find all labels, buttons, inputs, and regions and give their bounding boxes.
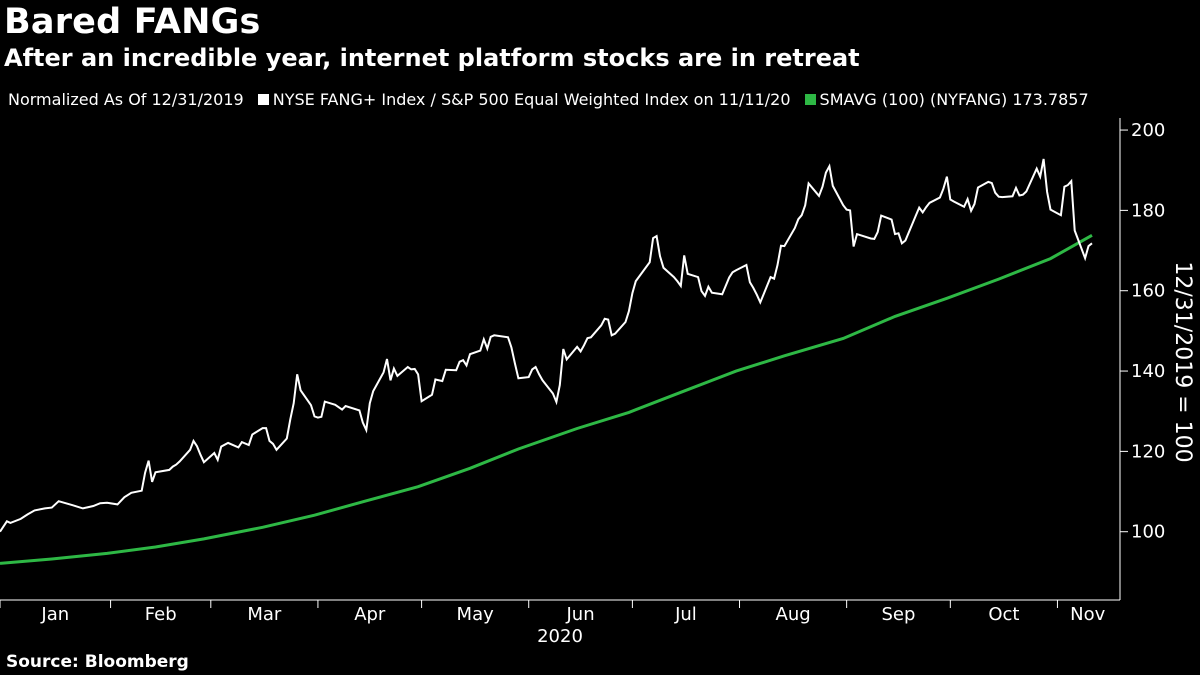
chart-axes: 100 120 140 160 180 200 Jan Feb Mar Apr May Jun Jul A… — [0, 118, 1165, 625]
series-line-index — [0, 158, 1093, 533]
x-tick-label: Apr — [354, 604, 386, 625]
chart-subtitle: After an incredible year, internet platf… — [4, 44, 860, 72]
y-tick-label: 180 — [1131, 200, 1165, 221]
legend-item-sma: SMAVG (100) (NYFANG) 173.7857 — [804, 90, 1089, 109]
y-tick-label: 140 — [1131, 361, 1165, 382]
x-tick-label: Jan — [40, 604, 69, 625]
x-tick-label: Jun — [565, 604, 594, 625]
legend-swatch-sma — [804, 94, 816, 105]
legend-swatch-index — [257, 94, 269, 105]
x-axis-year-label: 2020 — [537, 626, 583, 647]
y-tick-label: 200 — [1131, 120, 1165, 141]
legend-item-index: NYSE FANG+ Index / S&P 500 Equal Weighte… — [257, 90, 791, 109]
x-tick-label: Feb — [145, 604, 177, 625]
x-tick-label: Sep — [882, 604, 916, 625]
y-axis-title: 12/31/2019 = 100 — [1170, 261, 1195, 462]
x-tick-label: May — [457, 604, 495, 625]
legend-label-index: NYSE FANG+ Index / S&P 500 Equal Weighte… — [272, 90, 791, 109]
legend-normalized-text: Normalized As Of 12/31/2019 — [8, 90, 244, 109]
legend: Normalized As Of 12/31/2019 NYSE FANG+ I… — [8, 90, 1103, 109]
y-tick-label: 100 — [1131, 522, 1165, 543]
series-line-sma — [0, 233, 1093, 565]
source-note: Source: Bloomberg — [6, 652, 189, 672]
x-tick-label: Oct — [988, 604, 1019, 625]
x-tick-label: Aug — [776, 604, 811, 625]
x-tick-label: Nov — [1070, 604, 1105, 625]
x-tick-label: Jul — [674, 604, 697, 625]
y-tick-label: 120 — [1131, 441, 1165, 462]
legend-normalized-note: Normalized As Of 12/31/2019 — [8, 90, 244, 109]
chart-title: Bared FANGs — [4, 2, 261, 42]
legend-label-sma: SMAVG (100) (NYFANG) 173.7857 — [819, 90, 1089, 109]
x-tick-label: Mar — [247, 604, 282, 625]
y-tick-label: 160 — [1131, 281, 1165, 302]
